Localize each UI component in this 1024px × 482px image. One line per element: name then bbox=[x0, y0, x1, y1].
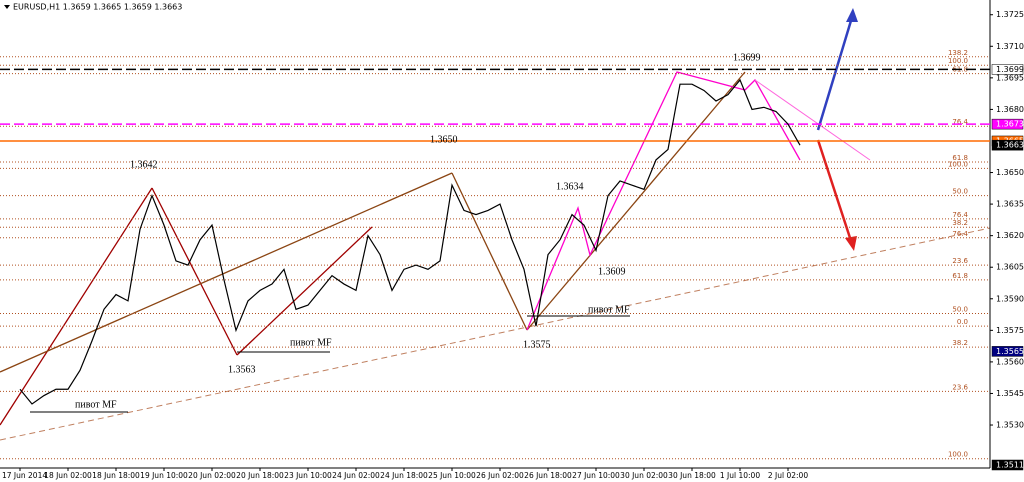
price-box bbox=[991, 118, 1024, 130]
x-tick-label: 23 Jun 10:00 bbox=[284, 471, 332, 480]
y-tick-label: 1.3650 bbox=[996, 168, 1024, 177]
x-tick-label: 18 Jun 18:00 bbox=[92, 471, 140, 480]
fib-label: 76.4 bbox=[952, 211, 968, 219]
y-tick-label: 1.3530 bbox=[996, 421, 1024, 430]
x-tick-label: 30 Jun 02:00 bbox=[620, 471, 668, 480]
y-tick-label: 1.3605 bbox=[996, 263, 1024, 272]
x-tick-label: 1 Jul 10:00 bbox=[720, 471, 760, 480]
y-tick-label: 1.3560 bbox=[996, 357, 1024, 366]
price-box bbox=[991, 139, 1024, 151]
price-label: 1.3673 bbox=[996, 120, 1024, 129]
zigzag bbox=[151, 187, 238, 356]
channel-line bbox=[754, 79, 871, 161]
y-tick-label: 1.3695 bbox=[996, 73, 1024, 82]
y-tick-label: 1.3545 bbox=[996, 389, 1024, 398]
zigzag bbox=[0, 172, 453, 373]
price-line-series bbox=[19, 78, 801, 405]
x-tick-label: 24 Jun 18:00 bbox=[380, 471, 428, 480]
price-label: 1.3699 bbox=[996, 65, 1024, 74]
y-tick-label: 1.3620 bbox=[996, 231, 1024, 240]
fib-label: 50.0 bbox=[952, 188, 968, 196]
annotation: пивот MF bbox=[75, 399, 117, 410]
fib-label: 38.2 bbox=[952, 339, 968, 347]
x-tick-label: 25 Jun 10:00 bbox=[428, 471, 476, 480]
fib-label: 100.0 bbox=[948, 57, 968, 65]
annotation: пивот MF bbox=[290, 337, 332, 348]
annotation: пивот MF bbox=[588, 304, 630, 315]
fib-label: 138.2 bbox=[948, 49, 968, 57]
trend-line bbox=[0, 227, 991, 441]
annotation: 1.3642 bbox=[130, 159, 158, 170]
price-box bbox=[991, 459, 1024, 471]
x-tick-label: 24 Jun 02:00 bbox=[332, 471, 380, 480]
y-tick-label: 1.3680 bbox=[996, 105, 1024, 114]
y-tick-label: 1.3590 bbox=[996, 294, 1024, 303]
annotation: 1.3634 bbox=[556, 181, 584, 192]
chart-title: EURUSD,H1 1.3659 1.3665 1.3659 1.3663 bbox=[13, 3, 182, 12]
price-box bbox=[991, 64, 1024, 75]
annotation: 1.3575 bbox=[523, 339, 551, 350]
fib-label: 0.0 bbox=[957, 318, 968, 326]
arrow-head bbox=[845, 236, 857, 251]
arrow-down bbox=[816, 139, 854, 245]
fib-label: 76.4 bbox=[952, 118, 968, 126]
y-tick-label: 1.3575 bbox=[996, 326, 1024, 335]
annotation: 1.3650 bbox=[430, 134, 458, 145]
price-label: 1.3663 bbox=[996, 141, 1024, 150]
fib-label: 100.0 bbox=[948, 451, 968, 459]
annotation: 1.3563 bbox=[228, 364, 256, 375]
x-tick-label: 26 Jun 02:00 bbox=[476, 471, 524, 480]
y-tick-label: 1.3635 bbox=[996, 200, 1024, 209]
zigzag bbox=[451, 172, 528, 331]
arrow-up bbox=[816, 13, 855, 131]
fib-label: 61.8 bbox=[952, 272, 968, 280]
zigzag bbox=[236, 226, 373, 356]
zigzag bbox=[526, 71, 746, 331]
menu-icon[interactable] bbox=[4, 5, 10, 9]
price-label: 1.3565 bbox=[996, 347, 1024, 356]
x-tick-label: 20 Jun 18:00 bbox=[236, 471, 284, 480]
x-tick-label: 30 Jun 18:00 bbox=[668, 471, 716, 480]
drawings bbox=[0, 8, 991, 441]
fib-label: 61.8 bbox=[952, 154, 968, 162]
fib-label: 50.0 bbox=[952, 306, 968, 314]
x-tick-label: 2 Jul 02:00 bbox=[768, 471, 808, 480]
y-tick-label: 1.3725 bbox=[996, 10, 1024, 19]
fib-label: 23.6 bbox=[952, 257, 968, 265]
y-tick-label: 1.3710 bbox=[996, 42, 1024, 51]
x-tick-label: 26 Jun 18:00 bbox=[524, 471, 572, 480]
x-tick-label: 19 Jun 10:00 bbox=[140, 471, 188, 480]
arrow-head bbox=[846, 8, 858, 22]
annotation: 1.3699 bbox=[733, 52, 761, 63]
price-box bbox=[991, 346, 1024, 357]
x-tick-label: 17 Jun 2014 bbox=[2, 471, 47, 480]
fib-label: 100.0 bbox=[948, 160, 968, 168]
price-label: 1.3511 bbox=[996, 461, 1024, 470]
fib-label: 76.4 bbox=[952, 230, 968, 238]
x-tick-label: 27 Jun 10:00 bbox=[572, 471, 620, 480]
fib-label: 23.6 bbox=[952, 383, 968, 391]
fib-label: 38.2 bbox=[952, 219, 968, 227]
x-tick-label: 20 Jun 02:00 bbox=[188, 471, 236, 480]
annotation: 1.3609 bbox=[598, 266, 626, 277]
x-tick-label: 18 Jun 02:00 bbox=[44, 471, 92, 480]
